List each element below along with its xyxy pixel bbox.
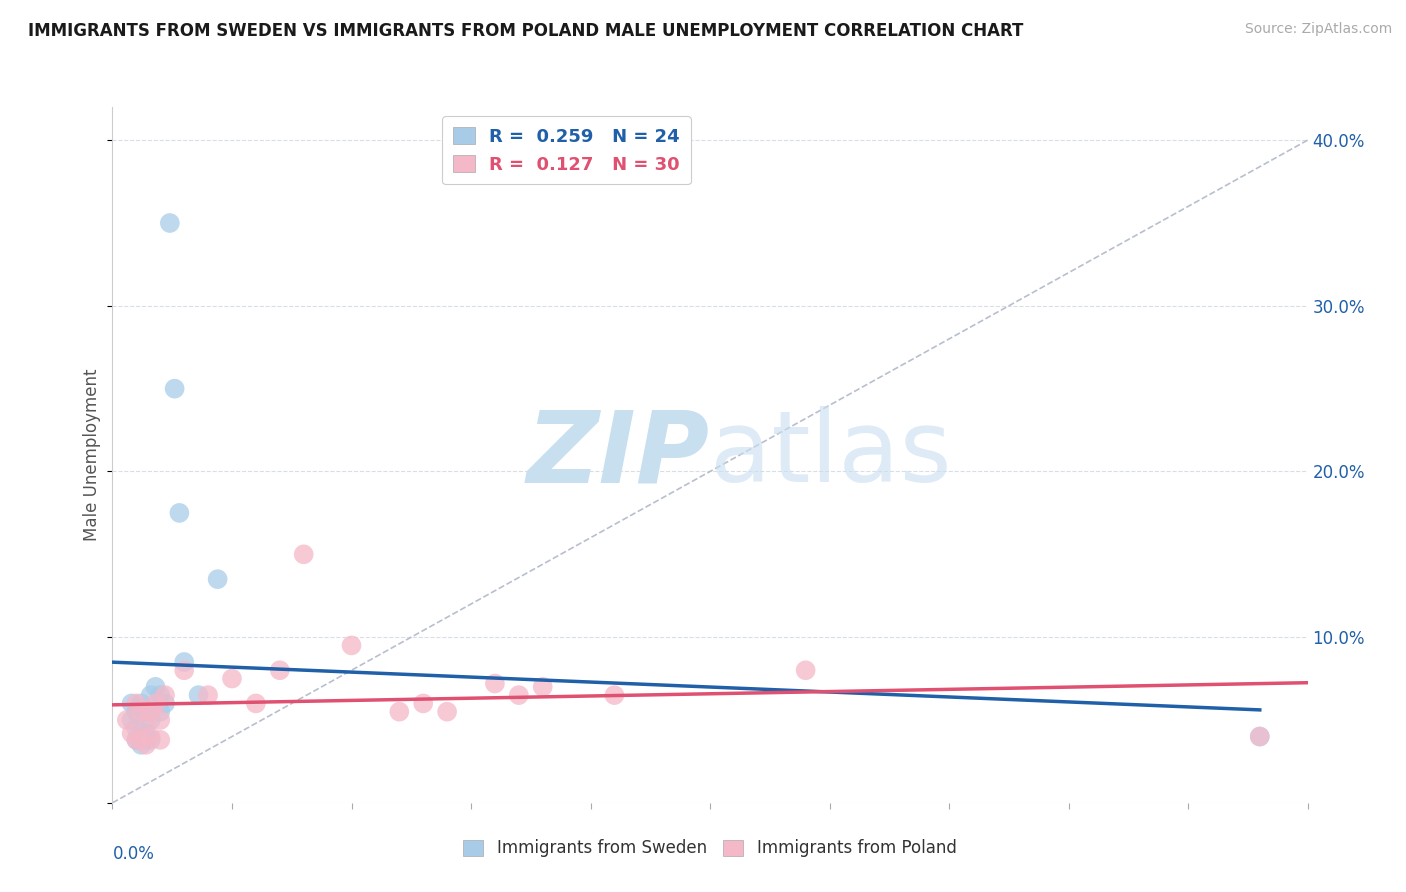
Point	[159, 216, 181, 230]
Text: IMMIGRANTS FROM SWEDEN VS IMMIGRANTS FROM POLAND MALE UNEMPLOYMENT CORRELATION C: IMMIGRANTS FROM SWEDEN VS IMMIGRANTS FRO…	[28, 22, 1024, 40]
Point	[187, 688, 209, 702]
Point	[603, 688, 626, 702]
Point	[149, 688, 172, 702]
Point	[135, 716, 157, 731]
Point	[173, 655, 195, 669]
Point	[135, 705, 157, 719]
Point	[163, 382, 186, 396]
Point	[153, 688, 176, 702]
Point	[129, 738, 152, 752]
Point	[221, 672, 243, 686]
Point	[121, 697, 143, 711]
Point	[269, 663, 291, 677]
Point	[173, 663, 195, 677]
Point	[125, 721, 148, 735]
Point	[207, 572, 229, 586]
Point	[484, 676, 506, 690]
Point	[121, 713, 143, 727]
Point	[139, 713, 162, 727]
Text: atlas: atlas	[710, 407, 952, 503]
Legend: Immigrants from Sweden, Immigrants from Poland: Immigrants from Sweden, Immigrants from …	[457, 833, 963, 864]
Point	[153, 697, 176, 711]
Point	[531, 680, 554, 694]
Point	[139, 688, 162, 702]
Point	[197, 688, 219, 702]
Point	[129, 730, 152, 744]
Point	[292, 547, 315, 561]
Point	[149, 732, 172, 747]
Point	[145, 680, 167, 694]
Y-axis label: Male Unemployment: Male Unemployment	[83, 368, 101, 541]
Point	[388, 705, 411, 719]
Point	[794, 663, 817, 677]
Point	[125, 697, 148, 711]
Point	[121, 726, 143, 740]
Point	[125, 732, 148, 747]
Point	[340, 639, 363, 653]
Point	[412, 697, 434, 711]
Point	[139, 732, 162, 747]
Point	[436, 705, 458, 719]
Point	[145, 697, 167, 711]
Point	[149, 705, 172, 719]
Point	[139, 730, 162, 744]
Text: Source: ZipAtlas.com: Source: ZipAtlas.com	[1244, 22, 1392, 37]
Point	[1249, 730, 1271, 744]
Point	[139, 705, 162, 719]
Point	[245, 697, 267, 711]
Point	[129, 732, 152, 747]
Point	[129, 697, 152, 711]
Point	[169, 506, 191, 520]
Point	[1249, 730, 1271, 744]
Text: ZIP: ZIP	[527, 407, 710, 503]
Point	[135, 738, 157, 752]
Text: 0.0%: 0.0%	[112, 845, 155, 863]
Point	[135, 726, 157, 740]
Point	[129, 705, 152, 719]
Point	[149, 713, 172, 727]
Point	[125, 705, 148, 719]
Point	[115, 713, 138, 727]
Point	[508, 688, 530, 702]
Point	[125, 732, 148, 747]
